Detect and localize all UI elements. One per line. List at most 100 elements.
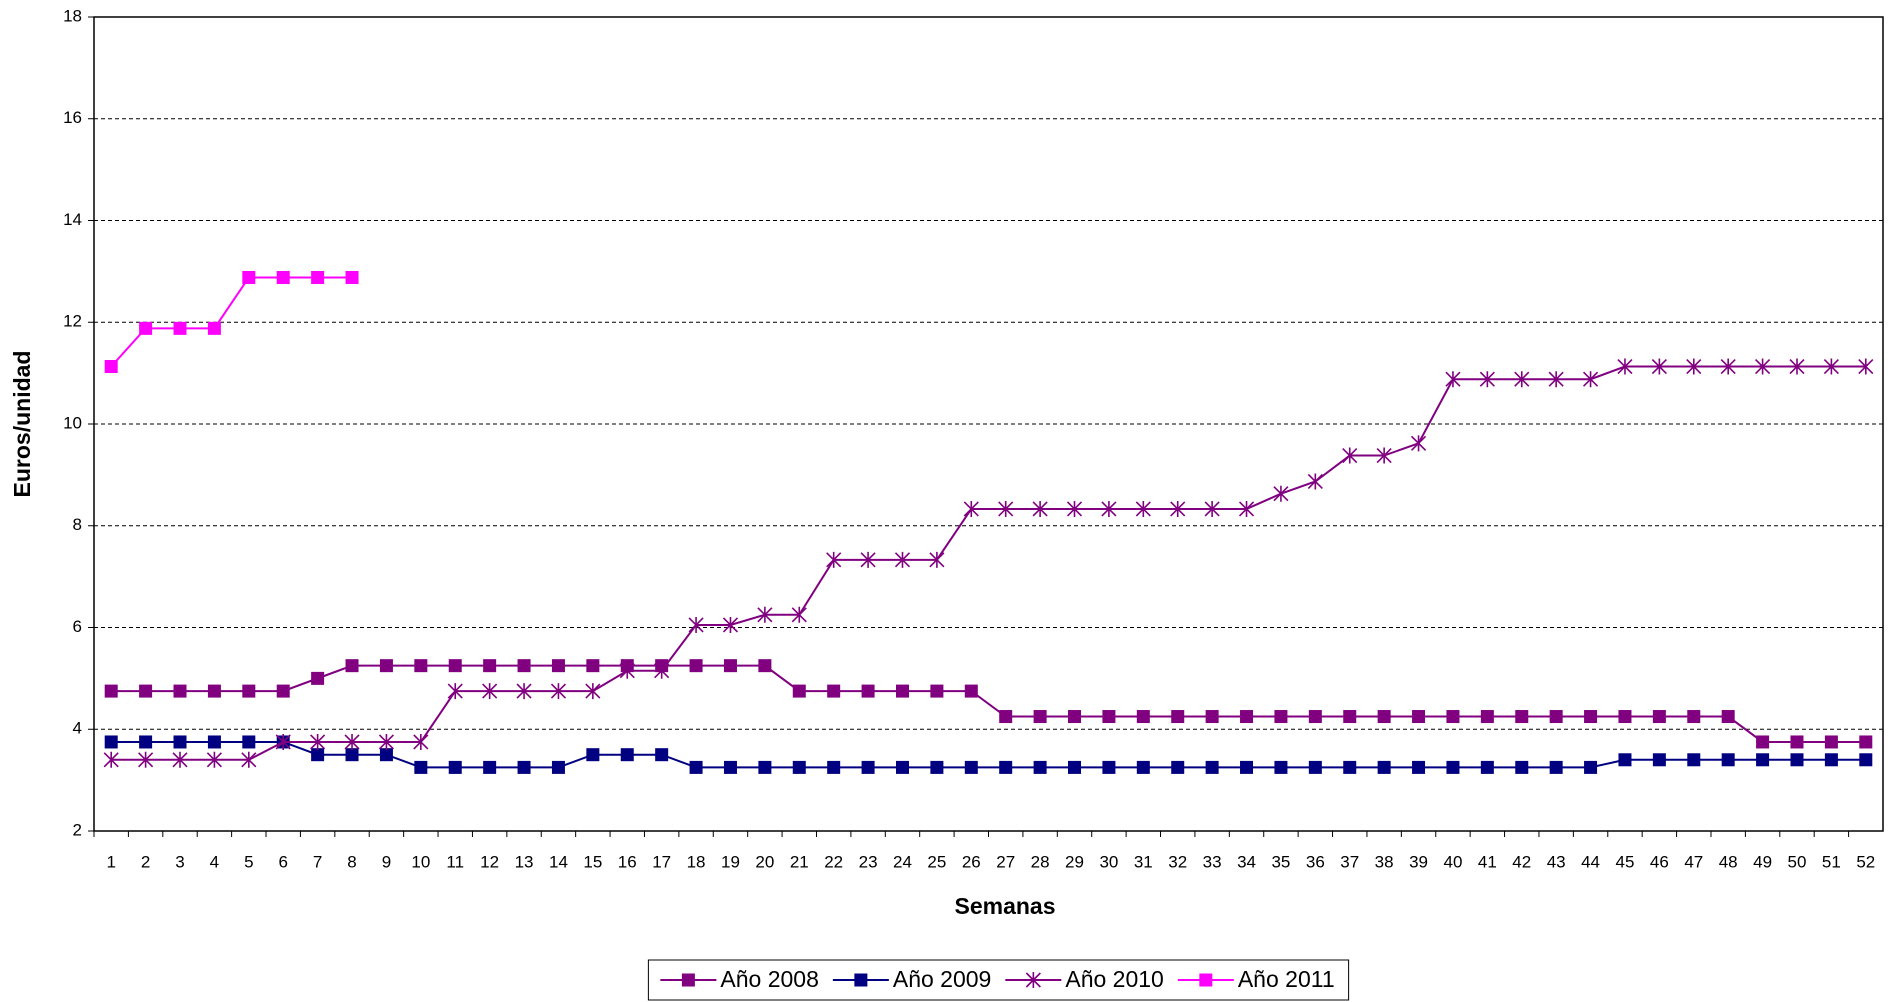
data-point (860, 551, 876, 568)
x-tick-label: 26 (962, 852, 981, 871)
series-line (111, 664, 1866, 743)
x-tick-label: 51 (1822, 852, 1841, 871)
data-point (1204, 500, 1220, 517)
data-point (1583, 371, 1599, 388)
x-tick-label: 47 (1684, 852, 1703, 871)
x-tick-label: 14 (549, 852, 568, 871)
x-tick-label: 1 (106, 852, 115, 871)
data-point (1136, 710, 1150, 724)
data-point (103, 751, 119, 768)
x-tick-label: 19 (721, 852, 740, 871)
data-point (551, 659, 565, 673)
data-point (1238, 500, 1255, 517)
data-point (585, 683, 601, 700)
x-tick-label: 4 (210, 852, 219, 871)
x-tick-label: 27 (996, 852, 1015, 871)
data-point (757, 606, 773, 623)
data-point (1342, 447, 1358, 464)
y-tick-label: 16 (63, 108, 82, 127)
data-point (620, 748, 634, 762)
data-point (1446, 760, 1460, 774)
data-point (1756, 735, 1770, 749)
x-tick-label: 18 (687, 852, 706, 871)
data-point (1377, 710, 1391, 724)
data-point (413, 733, 429, 750)
data-point (1205, 760, 1219, 774)
x-tick-label: 10 (411, 852, 430, 871)
data-point (1068, 710, 1082, 724)
data-point (414, 760, 428, 774)
data-point (895, 760, 909, 774)
data-point (1858, 358, 1874, 375)
data-point (1687, 753, 1701, 767)
x-tick-label: 36 (1306, 852, 1325, 871)
data-point (242, 735, 256, 749)
data-point (1033, 710, 1047, 724)
data-point (379, 659, 393, 673)
legend: Año 2008 Año 2009 Año 2010 Año 2011 (647, 959, 1350, 1001)
x-tick-label: 29 (1065, 852, 1084, 871)
data-point (619, 662, 635, 679)
data-point (1687, 710, 1701, 724)
data-point (586, 659, 600, 673)
data-point (999, 710, 1013, 724)
data-point (999, 760, 1013, 774)
data-point (1240, 710, 1254, 724)
data-point (1171, 710, 1185, 724)
data-point (894, 551, 911, 568)
data-point (1652, 710, 1666, 724)
y-tick-label: 12 (63, 312, 82, 331)
data-point (929, 551, 945, 568)
x-tick-label: 9 (382, 852, 391, 871)
x-tick-label: 34 (1237, 852, 1256, 871)
data-point (138, 751, 154, 768)
data-point (1274, 760, 1288, 774)
data-point (1584, 760, 1598, 774)
legend-label: Año 2011 (1238, 966, 1335, 992)
legend-marker (681, 973, 695, 987)
data-point (758, 760, 772, 774)
data-point (1102, 760, 1116, 774)
data-point (242, 684, 256, 698)
data-point (1549, 710, 1563, 724)
data-point (930, 760, 944, 774)
data-point (1514, 371, 1530, 388)
data-point (517, 659, 531, 673)
data-point (414, 659, 428, 673)
x-tick-label: 48 (1719, 852, 1738, 871)
x-tick-label: 5 (244, 852, 253, 871)
x-tick-label: 20 (755, 852, 774, 871)
y-tick-label: 2 (73, 820, 82, 839)
data-point (1480, 760, 1494, 774)
data-point (482, 683, 498, 700)
data-point (275, 733, 291, 750)
data-point (930, 684, 944, 698)
data-point (722, 616, 739, 633)
data-point (1651, 358, 1667, 375)
data-point (1859, 735, 1873, 749)
data-point (1033, 760, 1047, 774)
x-tick-label: 37 (1340, 852, 1359, 871)
x-tick-label: 23 (859, 852, 878, 871)
data-point (1170, 500, 1186, 517)
data-point (1789, 358, 1805, 375)
series-line (111, 365, 1866, 761)
data-point (104, 684, 118, 698)
x-tick-label: 38 (1375, 852, 1394, 871)
data-point (378, 733, 394, 750)
data-point (1068, 760, 1082, 774)
data-point (139, 321, 153, 335)
x-tick-label: 42 (1512, 852, 1531, 871)
data-point (551, 760, 565, 774)
data-point (207, 321, 221, 335)
data-point (345, 659, 359, 673)
x-tick-label: 12 (480, 852, 499, 871)
x-tick-label: 15 (583, 852, 602, 871)
data-point (1618, 753, 1632, 767)
x-axis-title: Semanas (954, 893, 1055, 919)
data-point (241, 751, 257, 768)
x-tick-label: 24 (893, 852, 912, 871)
data-point (586, 748, 600, 762)
data-point (1412, 710, 1426, 724)
